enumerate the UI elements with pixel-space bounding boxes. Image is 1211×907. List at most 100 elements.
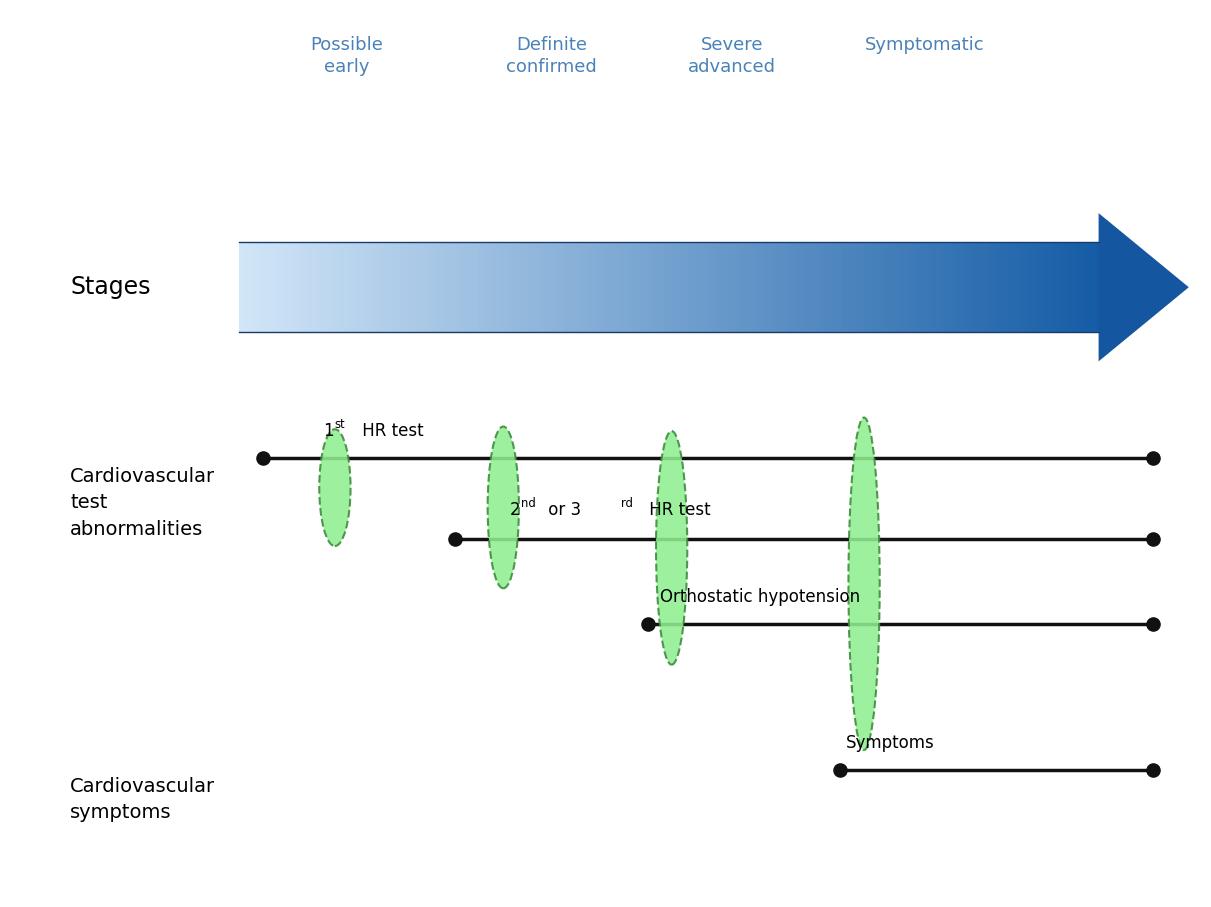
Bar: [371, 242, 373, 332]
Bar: [442, 242, 446, 332]
Bar: [737, 242, 740, 332]
Bar: [930, 242, 932, 332]
Bar: [901, 242, 903, 332]
Text: Definite
confirmed: Definite confirmed: [506, 35, 597, 76]
Bar: [903, 242, 907, 332]
Bar: [1048, 242, 1050, 332]
Bar: [918, 242, 920, 332]
Bar: [857, 242, 861, 332]
Bar: [503, 242, 505, 332]
Bar: [308, 242, 310, 332]
Bar: [522, 242, 526, 332]
Bar: [767, 242, 769, 332]
Bar: [532, 242, 534, 332]
Point: [1143, 451, 1163, 465]
Bar: [362, 242, 365, 332]
Bar: [448, 242, 450, 332]
Bar: [388, 242, 391, 332]
Bar: [754, 242, 758, 332]
Bar: [239, 242, 241, 332]
Bar: [658, 242, 660, 332]
Bar: [262, 242, 264, 332]
Bar: [916, 242, 918, 332]
Bar: [509, 242, 511, 332]
Bar: [251, 242, 253, 332]
Text: Cardiovascular
symptoms: Cardiovascular symptoms: [70, 776, 216, 823]
Bar: [302, 242, 305, 332]
Bar: [381, 242, 385, 332]
Bar: [780, 242, 784, 332]
Bar: [775, 242, 777, 332]
Bar: [394, 242, 396, 332]
Bar: [832, 242, 834, 332]
Point: [638, 617, 658, 631]
Bar: [694, 242, 698, 332]
Bar: [316, 242, 318, 332]
Bar: [981, 242, 985, 332]
Bar: [256, 242, 259, 332]
Bar: [563, 242, 566, 332]
Bar: [295, 242, 299, 332]
Bar: [889, 242, 893, 332]
Text: Cardiovascular
test
abnormalities: Cardiovascular test abnormalities: [70, 467, 216, 539]
Bar: [752, 242, 754, 332]
Bar: [955, 242, 958, 332]
Bar: [391, 242, 394, 332]
Bar: [333, 242, 337, 332]
Bar: [595, 242, 597, 332]
Bar: [365, 242, 368, 332]
Bar: [411, 242, 413, 332]
Bar: [404, 242, 408, 332]
Bar: [379, 242, 381, 332]
Bar: [314, 242, 316, 332]
Bar: [949, 242, 952, 332]
Bar: [293, 242, 295, 332]
Bar: [714, 242, 717, 332]
Bar: [572, 242, 574, 332]
Bar: [1018, 242, 1021, 332]
Bar: [735, 242, 737, 332]
Bar: [259, 242, 262, 332]
Text: nd: nd: [521, 497, 536, 510]
Bar: [486, 242, 488, 332]
Bar: [840, 242, 844, 332]
Bar: [869, 242, 872, 332]
Point: [446, 532, 465, 546]
Bar: [618, 242, 620, 332]
Bar: [943, 242, 947, 332]
Point: [1143, 617, 1163, 631]
Bar: [543, 242, 545, 332]
Bar: [482, 242, 486, 332]
Bar: [582, 242, 585, 332]
Bar: [1071, 242, 1073, 332]
Text: Possible
early: Possible early: [310, 35, 384, 76]
Bar: [402, 242, 404, 332]
Bar: [1027, 242, 1029, 332]
Bar: [725, 242, 729, 332]
Bar: [427, 242, 431, 332]
Bar: [855, 242, 857, 332]
Bar: [970, 242, 972, 332]
Bar: [318, 242, 322, 332]
Bar: [717, 242, 721, 332]
Bar: [520, 242, 522, 332]
Bar: [985, 242, 987, 332]
Bar: [499, 242, 503, 332]
Bar: [608, 242, 612, 332]
Text: or 3: or 3: [543, 501, 581, 519]
Ellipse shape: [849, 417, 879, 750]
Bar: [1021, 242, 1025, 332]
Bar: [417, 242, 419, 332]
Bar: [631, 242, 635, 332]
Bar: [978, 242, 981, 332]
Bar: [345, 242, 348, 332]
Bar: [622, 242, 626, 332]
Bar: [861, 242, 863, 332]
Bar: [815, 242, 817, 332]
Bar: [1084, 242, 1087, 332]
Bar: [576, 242, 580, 332]
Bar: [1090, 242, 1092, 332]
Bar: [505, 242, 509, 332]
Bar: [299, 242, 302, 332]
Bar: [823, 242, 826, 332]
